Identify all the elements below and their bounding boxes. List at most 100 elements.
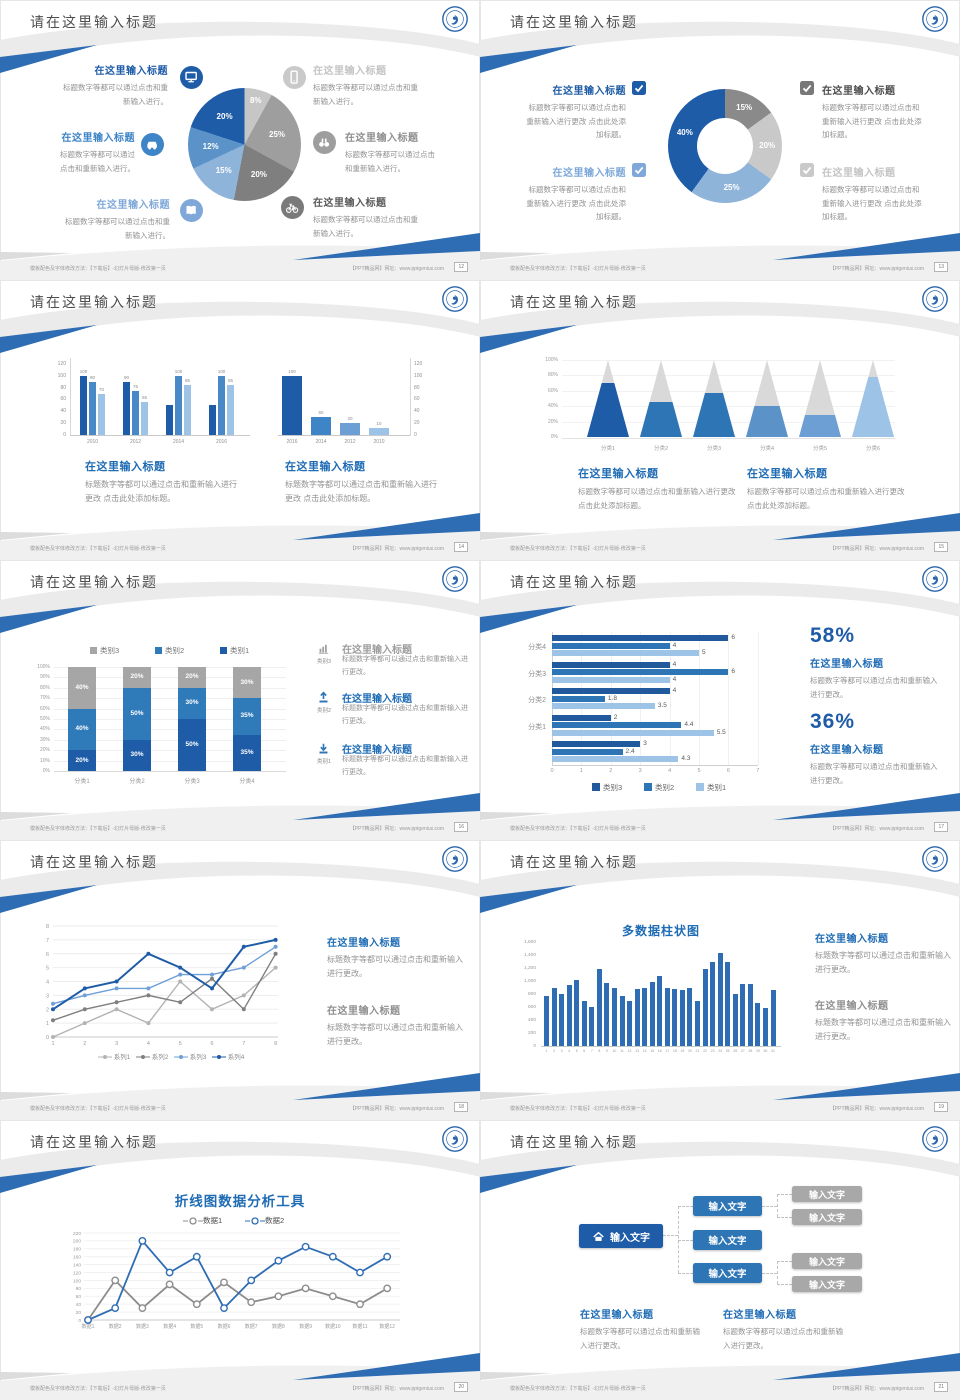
svg-text:数据7: 数据7 (245, 1323, 258, 1330)
callout: 在这里输入标题 标题数字等都可以通过点击和重新输入进行更改 点击此处添加标题。 (285, 458, 480, 507)
slide-decoration (480, 1120, 960, 1400)
x-tick: 15 (650, 1049, 655, 1053)
school-logo-icon (442, 286, 468, 312)
bar (369, 427, 389, 435)
donut-chart: 15% 20% 25% 40% (668, 89, 782, 203)
connector (678, 1206, 693, 1207)
bar-label: 3 (643, 740, 647, 747)
x-tick: 29 (755, 1049, 760, 1053)
bar (227, 384, 234, 435)
x-tick: 分类5 (812, 446, 828, 452)
callout: 在这里输入标题 标题数字等都可以通过点击和重新输入进行更改 点击此处添加标题。 (822, 82, 954, 142)
x-tick: 2010 (86, 439, 99, 445)
upload-icon (317, 691, 330, 704)
slide-bar-charts[interactable]: 请在这里输入标题 0 20 40 60 80 100 120 2010 100 90 70 2012 9… (0, 280, 480, 560)
pie-chart: 8% 25% 20% 15% 12% 20% (188, 88, 301, 201)
connector (777, 1217, 792, 1218)
svg-text:1: 1 (51, 1041, 54, 1047)
tree-leaf-node: 输入文字 (792, 1253, 862, 1269)
x-tick: 6 (583, 1049, 586, 1053)
callout-body: 标题数字等都可以通过点击和重新输入进行更改。 (810, 762, 938, 785)
footer-note: 模板配色及字体修改方法：【下载后】-幻灯片母版-修改第一页 (510, 546, 646, 552)
footer-note: 模板配色及字体修改方法：【下载后】-幻灯片母版-修改第一页 (510, 826, 646, 832)
x-tick: 分类1 (600, 446, 616, 452)
bar-label: 3.5 (657, 702, 667, 709)
checkbox-icon (632, 81, 646, 95)
bar (687, 988, 693, 1046)
y-tick: 120 (57, 360, 66, 367)
callout-title: 在这里输入标题 (85, 461, 166, 473)
slide-decoration (0, 0, 480, 280)
bar-label: 85 (184, 377, 190, 383)
bar (98, 393, 105, 435)
slide-tree-diagram[interactable]: 请在这里输入标题 输入文字 输入文字 输入文字 输入文字 输入文字 输入文 (480, 1120, 960, 1400)
y-tick: 40% (39, 726, 50, 733)
callout-title: 在这里输入标题 (96, 200, 170, 211)
stat-block: 58% 在这里输入标题 标题数字等都可以通过点击和重新输入进行更改。 (810, 624, 958, 701)
callout-title: 在这里输入标题 (578, 468, 659, 480)
bar (552, 669, 729, 675)
x-tick: 24 (718, 1049, 723, 1053)
y-tick: 20 (414, 420, 420, 427)
svg-text:180: 180 (73, 1247, 81, 1253)
callout-body: 标题数字等都可以通过点击和重新输入进行更改 点击此处添加标题。 (85, 480, 237, 504)
segment-label: 40% (75, 725, 89, 733)
callout: 在这里输入标题 标题数字等都可以通过点击和重新输入进行更改。 (327, 934, 477, 982)
column-chart: 0 200 400 600 800 1,000 1,200 1,400 1,600 1 2 3 4 5 6 7… (480, 840, 960, 1098)
x-tick: 分类4 (239, 779, 255, 785)
x-tick: 25 (725, 1049, 730, 1053)
x-tick: 1 (545, 1049, 548, 1053)
slide-decoration (0, 560, 480, 840)
slide-line-analysis[interactable]: 请在这里输入标题 折线图数据分析工具 数据1 数据2 0 20 40 60 80 100 120 1… (0, 1120, 480, 1400)
x-tick: 30 (763, 1049, 768, 1053)
y-tick: 40 (60, 408, 66, 415)
x-tick: 分类6 (865, 446, 881, 452)
callout-title: 在这里输入标题 (815, 934, 889, 945)
slide-decoration (480, 280, 960, 560)
x-tick: 10 (612, 1049, 617, 1053)
connector (678, 1273, 693, 1274)
stat-value: 58% (810, 624, 856, 647)
svg-text:3: 3 (46, 993, 49, 999)
footer-note: 模板配色及字体修改方法：【下载后】-幻灯片母版-修改第一页 (30, 266, 166, 272)
segment-label: 20% (130, 673, 144, 681)
slide-footer: 模板配色及字体修改方法：【下载后】-幻灯片母版-修改第一页 【PPT精品网】网址… (0, 816, 480, 840)
y-tick: 1,600 (523, 940, 536, 946)
callout-body: 标题数字等都可以通过点击和重新输入进行更改 点击此处添加标题。 (578, 487, 736, 510)
callout-body: 标题数字等都可以通过点击和重新输入进行更改。 (327, 955, 463, 979)
svg-text:数据12: 数据12 (379, 1323, 395, 1330)
slide-multi-column-chart[interactable]: 请在这里输入标题 0 200 400 600 800 1,000 1,200 1,400 1,6… (480, 840, 960, 1120)
slide-donut-checklist[interactable]: 请在这里输入标题 在这里输入标题 标题数字等都可以通过点击和重新输入进行更改 点… (480, 0, 960, 280)
bar-label: 5 (702, 649, 706, 656)
y-tick: 0 (414, 432, 417, 438)
y-tick: 40% (547, 403, 558, 410)
slide-stacked-bar[interactable]: 请在这里输入标题 0% 10% 20% 30% 40% 50% 60% 70% 80% 90% 10… (0, 560, 480, 840)
x-tick: 2010 (373, 439, 385, 445)
svg-text:7: 7 (242, 1041, 245, 1047)
slice-label: 15% (215, 166, 232, 176)
y-tick: 80 (60, 384, 66, 391)
bar (552, 688, 670, 694)
connector (663, 1235, 678, 1236)
bar (574, 980, 580, 1046)
callout-body: 标题数字等都可以通过点击和重新输入进行。 (60, 150, 135, 173)
legend-swatch (696, 783, 704, 791)
bar (634, 988, 640, 1046)
footer-site: 【PPT精品网】网址：www.pptgenius.com (829, 826, 924, 832)
slide-content: 0 1 2 3 4 5 6 7 分类4 6 4 5 分类3 4 6 4 分类2 4 1.8 3.5 分类1 2 4.4 5.5… (480, 560, 960, 840)
svg-text:60: 60 (76, 1294, 82, 1300)
slide-horizontal-bar[interactable]: 请在这里输入标题 0 1 2 3 4 5 6 7 分类4 6 4 5 分类3 4 6 4 分类2 4 1.8 3.5 分… (480, 560, 960, 840)
slide-footer: 模板配色及字体修改方法：【下载后】-幻灯片母版-修改第一页 【PPT精品网】网址… (0, 1096, 480, 1120)
footer-note: 模板配色及字体修改方法：【下载后】-幻灯片母版-修改第一页 (510, 266, 646, 272)
bar (762, 1008, 768, 1046)
footer-site: 【PPT精品网】网址：www.pptgenius.com (829, 266, 924, 272)
y-tick: 100 (57, 372, 66, 379)
svg-text:40: 40 (76, 1302, 82, 1308)
slide-content: 在这里输入标题 标题数字等都可以通过点击和重新输入进行。 在这里输入标题 标题数… (0, 0, 480, 280)
bar-segment (233, 734, 261, 771)
segment-label: 35% (240, 712, 254, 720)
slide-pyramid-chart[interactable]: 请在这里输入标题 0% 20% 40% 60% 80% 100% 分类1 分类2 分类3 分类4 分… (480, 280, 960, 560)
slide-pie-infographic[interactable]: 请在这里输入标题 在这里输入标题 标题数字等都可以通过点击和重新输入进行。 在这… (0, 0, 480, 280)
